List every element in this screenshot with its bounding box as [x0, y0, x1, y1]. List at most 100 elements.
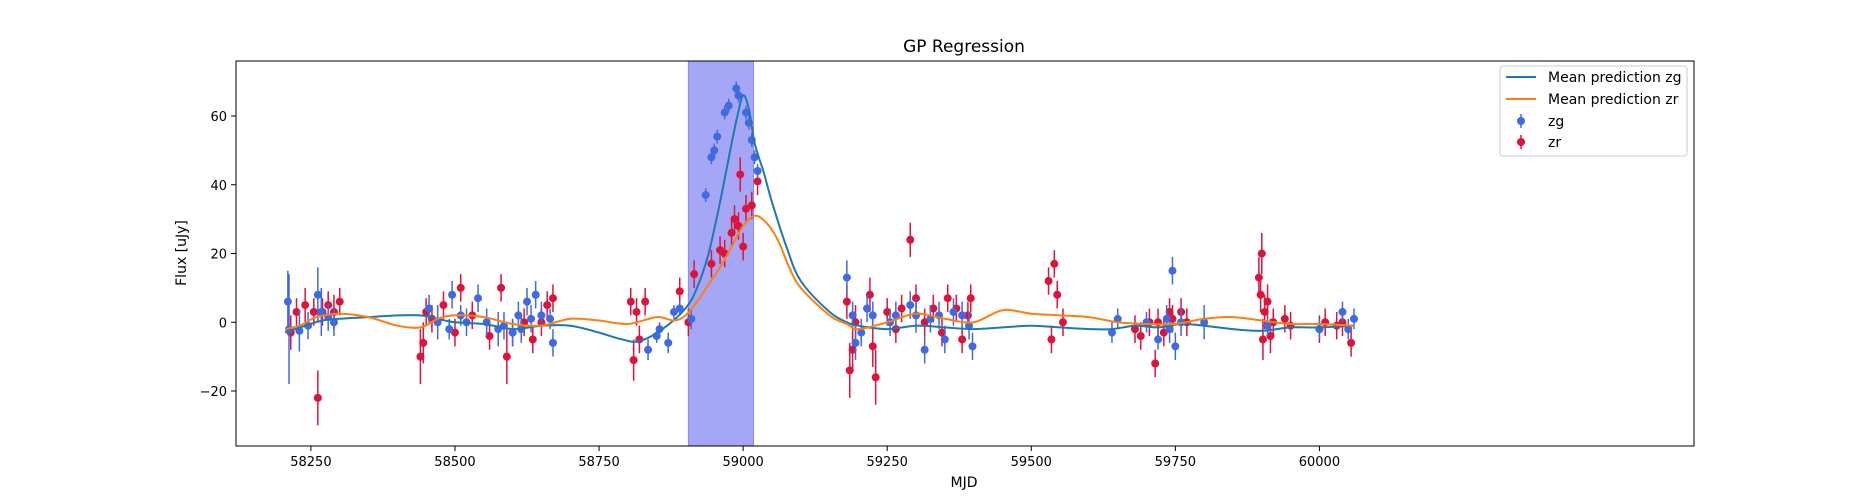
data-point-zr	[292, 307, 301, 316]
data-point-zg	[724, 101, 733, 110]
data-point-zg	[912, 311, 921, 320]
data-point-zg	[523, 297, 532, 306]
data-point-zg	[1154, 335, 1163, 344]
prediction-line-zr	[284, 214, 1355, 331]
data-point-zr	[1159, 328, 1168, 337]
data-point-zg	[1162, 314, 1171, 323]
data-point-zr	[309, 307, 318, 316]
data-point-zg	[707, 153, 716, 162]
data-point-zg	[1113, 314, 1122, 323]
legend-label-zr-points: zr	[1548, 135, 1561, 151]
data-point-zr	[1280, 314, 1289, 323]
y-axis-label: Flux [uJy]	[174, 220, 190, 286]
data-point-zr	[1168, 314, 1177, 323]
data-point-zr	[1266, 332, 1275, 340]
data-point-zg	[713, 132, 722, 141]
data-point-zr	[1136, 332, 1145, 340]
data-point-zr	[1347, 338, 1356, 347]
data-point-zg	[448, 290, 457, 299]
data-point-zr	[485, 332, 494, 340]
y-tick-label: −20	[200, 385, 227, 400]
data-point-zg	[949, 307, 958, 316]
data-point-zr	[730, 215, 739, 224]
data-point-zg	[1107, 328, 1116, 337]
legend: Mean prediction zg Mean prediction zr zg…	[1499, 65, 1688, 157]
data-point-zr	[929, 304, 938, 313]
data-point-zr	[958, 335, 967, 344]
data-point-zr	[739, 242, 748, 251]
data-point-zg	[1349, 314, 1358, 323]
data-point-zg	[546, 314, 555, 323]
data-point-zr	[963, 311, 972, 320]
data-point-zr	[753, 177, 762, 186]
data-point-zr	[1044, 277, 1053, 285]
data-point-zr	[1165, 307, 1174, 316]
data-point-zg	[644, 345, 653, 354]
data-point-zr	[906, 235, 915, 244]
data-point-zr	[1260, 307, 1269, 316]
x-tick-label: 59000	[722, 455, 763, 470]
data-point-zr	[1058, 318, 1067, 327]
data-point-zr	[439, 301, 448, 310]
data-point-zr	[419, 338, 428, 347]
data-point-zg	[891, 311, 900, 320]
data-point-zr	[848, 345, 857, 354]
x-tick-label: 60000	[1299, 455, 1340, 470]
data-point-zg	[675, 304, 684, 313]
chart-title: GP Regression	[903, 37, 1025, 57]
x-axis-label: MJD	[951, 475, 978, 491]
legend-label-zr-line: Mean prediction zr	[1548, 92, 1679, 108]
y-axis-ticks: −20 0 20 40 60	[200, 110, 236, 400]
data-point-zr	[1256, 290, 1265, 299]
data-point-zr	[1053, 290, 1062, 299]
x-tick-label: 58750	[578, 455, 619, 470]
data-point-zg	[753, 167, 762, 175]
data-point-zr	[456, 283, 465, 292]
data-point-zg	[906, 301, 915, 310]
data-point-zg	[1171, 342, 1180, 351]
data-point-zg	[655, 325, 664, 334]
data-point-zg	[313, 290, 322, 299]
data-point-zr	[845, 366, 854, 375]
data-point-zr	[937, 328, 946, 337]
data-point-zr	[629, 356, 638, 365]
data-point-zr	[313, 393, 322, 402]
data-point-zr	[897, 304, 906, 313]
x-tick-label: 58500	[434, 455, 475, 470]
data-point-zr	[497, 283, 506, 292]
data-point-zg	[863, 304, 872, 313]
data-point-zr	[1257, 249, 1266, 258]
data-point-zg	[720, 108, 729, 117]
data-point-zr	[632, 307, 641, 316]
data-point-zg	[664, 338, 673, 347]
data-point-zr	[842, 297, 851, 306]
x-tick-label: 59750	[1155, 455, 1196, 470]
prediction-line-zg	[284, 94, 1355, 343]
data-point-zr	[1050, 259, 1059, 268]
data-point-zr	[736, 170, 745, 179]
data-point-zr	[727, 228, 736, 237]
data-point-zr	[883, 307, 892, 316]
data-point-zg	[940, 335, 949, 344]
data-point-zg	[958, 311, 967, 320]
data-point-zr	[747, 201, 756, 210]
data-point-zg	[283, 297, 292, 306]
data-point-zg	[1338, 307, 1347, 316]
data-point-zg	[425, 304, 434, 313]
data-point-zg	[474, 294, 483, 303]
data-point-zr	[548, 294, 557, 303]
legend-label-zg-line: Mean prediction zg	[1548, 70, 1682, 86]
legend-box	[1499, 65, 1688, 157]
data-point-zr	[920, 318, 929, 327]
data-point-zg	[1165, 325, 1174, 334]
y-tick-label: 0	[219, 316, 227, 331]
data-point-zg	[527, 314, 536, 323]
data-point-zg	[868, 311, 877, 320]
data-point-zg	[750, 153, 759, 162]
legend-label-zg-points: zg	[1548, 114, 1564, 130]
data-point-zr	[707, 259, 716, 268]
data-point-zr	[335, 297, 344, 306]
data-point-zr	[301, 301, 310, 310]
data-point-zr	[1254, 273, 1263, 282]
